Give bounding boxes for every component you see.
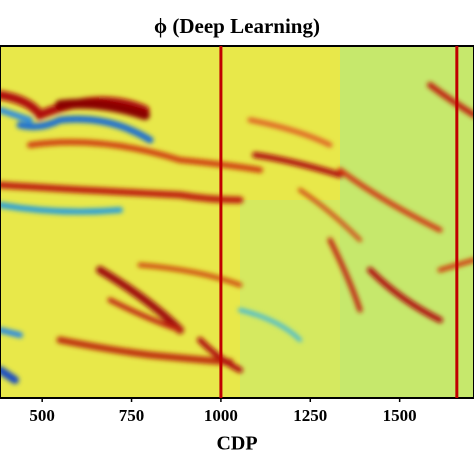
x-tick-label: 1250 (293, 406, 327, 425)
x-axis-label: CDP (216, 433, 257, 455)
x-tick-label: 750 (119, 406, 145, 425)
chart-title: ϕ (Deep Learning) (154, 14, 320, 38)
x-tick-label: 500 (29, 406, 55, 425)
heatmap-image (0, 46, 474, 398)
x-tick-label: 1000 (204, 406, 238, 425)
plot-frame (0, 45, 474, 399)
x-tick-label: 1500 (383, 406, 417, 425)
